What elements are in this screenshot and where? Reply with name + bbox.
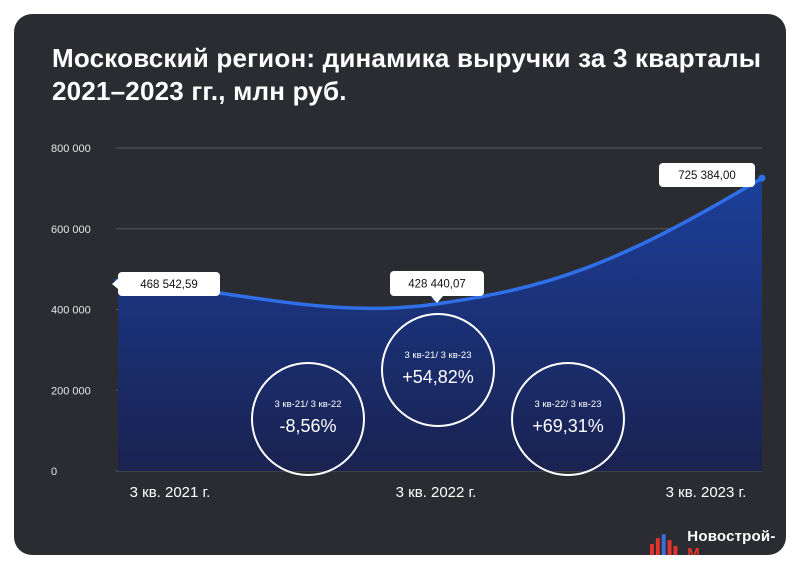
change-circle-value: +54,82% <box>402 367 474 387</box>
area-chart: 0 200 000 400 000 600 000 800 000 3 кв. 2021 … <box>51 143 766 501</box>
data-label-text: 725 384,00 <box>678 170 736 182</box>
change-circle: 3 кв-22/ 3 кв-23 +69,31% <box>511 362 625 476</box>
change-circle: 3 кв-21/ 3 кв-23 +54,82% <box>381 313 495 427</box>
area-fill <box>118 178 762 471</box>
brand-name-main: Новострой- <box>687 528 776 545</box>
y-tick-label: 600 000 <box>51 224 91 236</box>
y-tick-label: 200 000 <box>51 385 91 397</box>
axes: 0 200 000 400 000 600 000 800 000 3 кв. 2021 … <box>51 143 746 501</box>
data-label: 725 384,00 <box>659 163 755 187</box>
chart-title: Московский регион: динамика выручки за 3… <box>52 42 761 108</box>
y-tick-label: 400 000 <box>51 305 91 317</box>
data-label-text: 428 440,07 <box>408 279 466 291</box>
y-tick-label: 800 000 <box>51 143 91 155</box>
chart-card: Московский регион: динамика выручки за 3… <box>14 14 786 555</box>
x-tick-label: 3 кв. 2023 г. <box>666 484 747 501</box>
change-circle-ring <box>251 362 365 476</box>
data-point <box>758 174 766 182</box>
change-circle-value: +69,31% <box>532 416 604 436</box>
chart-title-line-1: Московский регион: динамика выручки за 3… <box>52 43 762 73</box>
change-circle: 3 кв-21/ 3 кв-22 -8,56% <box>251 362 365 476</box>
building-bars-icon <box>650 534 678 555</box>
chart-title-line-2: 2021–2023 гг., млн руб. <box>52 76 347 106</box>
data-label-box <box>390 271 484 296</box>
data-label-pointer <box>431 296 443 303</box>
data-label-box <box>659 163 755 187</box>
data-label-text: 468 542,59 <box>140 279 198 291</box>
change-circle-label: 3 кв-22/ 3 кв-23 <box>535 399 602 410</box>
data-label: 468 542,59 <box>112 272 220 296</box>
data-label-box <box>118 272 220 296</box>
data-label-pointer <box>112 279 118 289</box>
change-circle-ring <box>511 362 625 476</box>
brand-name: Новострой-М <box>687 528 786 555</box>
brand-logo: Новострой-М <box>650 528 786 555</box>
change-circle-label: 3 кв-21/ 3 кв-23 <box>405 350 472 361</box>
y-tick-label: 0 <box>51 466 57 478</box>
x-tick-label: 3 кв. 2022 г. <box>396 484 477 501</box>
x-tick-label: 3 кв. 2021 г. <box>130 484 211 501</box>
annotations: 3 кв-21/ 3 кв-22 -8,56% 3 кв-21/ 3 кв-23 +5… <box>251 313 625 476</box>
data-label: 428 440,07 <box>390 271 484 303</box>
change-circle-label: 3 кв-21/ 3 кв-22 <box>275 399 342 410</box>
change-circle-ring <box>381 313 495 427</box>
data-labels: 468 542,59 428 440,07 725 384,00 <box>112 163 755 303</box>
change-circle-value: -8,56% <box>279 416 336 436</box>
brand-name-accent: М <box>687 545 700 555</box>
